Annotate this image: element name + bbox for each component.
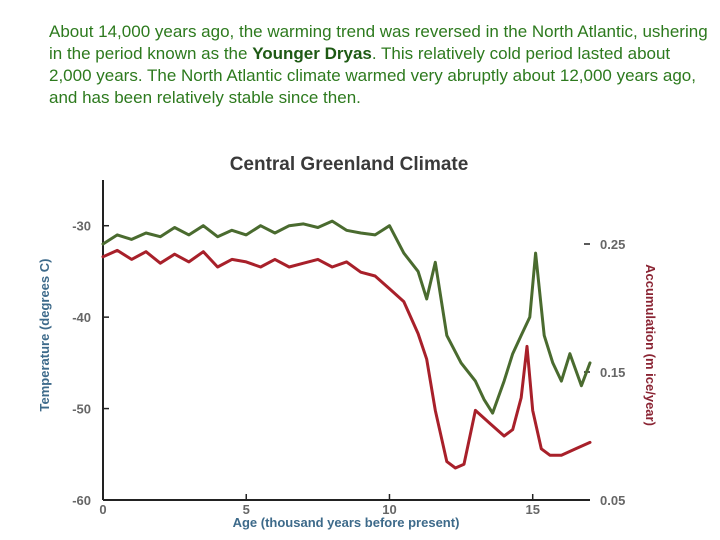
- y-axis-right-label: Accumulation (m ice/year): [643, 264, 658, 426]
- caption-text: About 14,000 years ago, the warming tren…: [49, 21, 711, 109]
- x-tick-label: 15: [525, 502, 539, 517]
- y-left-tick-label: -40: [72, 310, 91, 325]
- caption-emphasis: Younger Dryas: [252, 44, 372, 63]
- y-left-tick-label: -50: [72, 402, 91, 417]
- x-axis-label: Age (thousand years before present): [233, 515, 460, 530]
- y-right-tick-label: 0.05: [600, 493, 625, 508]
- caption-part-2: . This relatively cold period lasted abo…: [49, 44, 696, 107]
- y-left-tick-label: -60: [72, 493, 91, 508]
- y-axis-left-label: Temperature (degrees C): [37, 259, 52, 412]
- y-right-tick-label: 0.25: [600, 237, 625, 252]
- chart-title: Central Greenland Climate: [230, 154, 469, 175]
- x-tick-label: 5: [243, 502, 250, 517]
- temperature-series-line: [101, 219, 592, 415]
- y-right-tick-label: 0.15: [600, 365, 625, 380]
- accumulation-series-line: [101, 248, 592, 470]
- y-left-tick-label: -30: [72, 219, 91, 234]
- caption-part-1: About 14,000 years ago, the warming tren…: [49, 22, 708, 63]
- x-tick-label: 0: [99, 502, 106, 517]
- x-tick-label: 10: [382, 502, 396, 517]
